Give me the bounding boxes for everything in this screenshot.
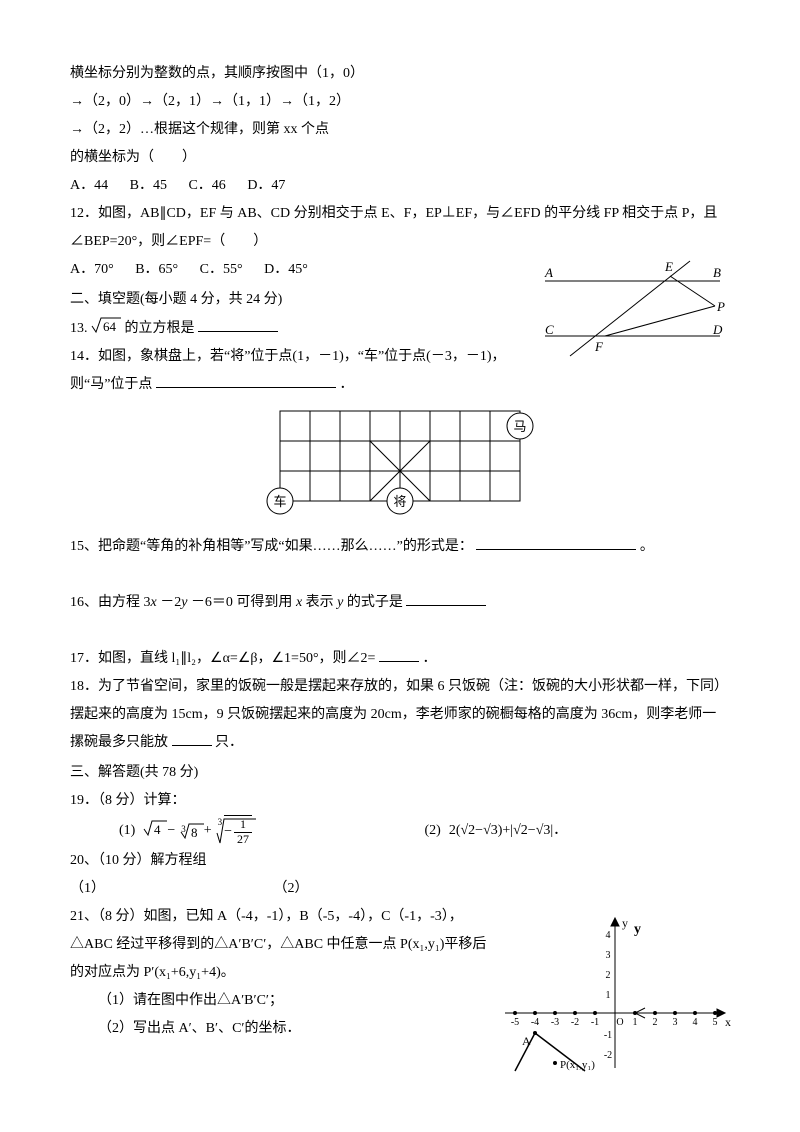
svg-text:-4: -4 xyxy=(531,1017,539,1028)
fig21-P: P(x₁,y₁) xyxy=(560,1059,595,1071)
svg-text:4: 4 xyxy=(154,822,161,837)
fig12-C: C xyxy=(545,322,554,337)
cbrt-neg-frac-icon: 3 − 127 xyxy=(212,815,252,847)
q17-blank[interactable] xyxy=(379,647,419,662)
q13-tail: 的立方根是 xyxy=(125,321,195,336)
q11-line2: →（2，0）→（2，1）→（1，1）→（1，2） xyxy=(70,88,730,116)
svg-text:8: 8 xyxy=(191,825,198,840)
q19-sub2: (2) 2(√2−√3)+|√2−√3|． xyxy=(425,815,731,847)
q14-period: ． xyxy=(339,377,353,392)
q15-period: 。 xyxy=(640,539,654,554)
q13-num: 13. xyxy=(70,321,88,336)
q15: 15、把命题“等角的补角相等”写成“如果……那么……”的形式是： 。 xyxy=(70,533,730,561)
q20-subs: （1） （2） xyxy=(70,875,730,903)
q18-tail: 只． xyxy=(215,735,243,750)
q14-blank[interactable] xyxy=(156,373,336,388)
q13-blank[interactable] xyxy=(198,317,278,332)
fig12-A: A xyxy=(544,265,553,280)
q19-head: 19．（8 分）计算： xyxy=(70,787,730,815)
q12-opt-a: A．70° xyxy=(70,262,114,277)
svg-text:-2: -2 xyxy=(571,1017,579,1028)
q20-sub1: （1） xyxy=(70,875,270,903)
q16-e: 的式子是 xyxy=(347,595,403,610)
q18-blank[interactable] xyxy=(172,731,212,746)
svg-text:5: 5 xyxy=(713,1017,718,1028)
svg-text:64: 64 xyxy=(103,319,117,334)
q12-text: 12．如图，AB∥CD，EF 与 AB、CD 分别相交于点 E、F，EP⊥EF，… xyxy=(70,200,730,256)
svg-text:-1: -1 xyxy=(591,1017,599,1028)
q11-opt-c: C．46 xyxy=(188,178,225,193)
sqrt4-icon: 4 xyxy=(143,819,167,848)
svg-text:-5: -5 xyxy=(511,1017,519,1028)
q18-text: 18．为了节省空间，家里的饭碗一般是摆起来存放的，如果 6 只饭碗（注：饭碗的大… xyxy=(70,679,728,750)
fig21-y: y xyxy=(622,916,628,930)
minus1: − xyxy=(167,817,175,845)
q16-d: 表示 xyxy=(306,595,338,610)
q16-a: 16、由方程 3 xyxy=(70,595,151,610)
fig12-E: E xyxy=(664,259,673,274)
svg-text:1: 1 xyxy=(606,990,611,1001)
q19-sub1: (1) 4 − 3 8 + 3 − 127 xyxy=(70,815,425,847)
q21-figure: -5 -4 -3 -2 -1 1 2 3 4 5 1 2 3 4 -1 -2 O… xyxy=(500,913,730,1084)
q11-opt-b: B．45 xyxy=(130,178,167,193)
svg-text:1: 1 xyxy=(633,1017,638,1028)
q12-opt-c: C．55° xyxy=(200,262,243,277)
q19-subrow: (1) 4 − 3 8 + 3 − 127 (2) 2(√2−√3)+|√2−√… xyxy=(70,815,730,847)
q20-head: 20、（10 分）解方程组 xyxy=(70,847,730,875)
q16-x1: x xyxy=(151,595,157,610)
q20-sub2: （2） xyxy=(274,881,309,896)
q16: 16、由方程 3x －2y －6＝0 可得到用 x 表示 y 的式子是 xyxy=(70,589,730,617)
section-3-header: 三、解答题(共 78 分) xyxy=(70,759,730,787)
svg-text:2: 2 xyxy=(653,1017,658,1028)
q19-2-expr: 2(√2−√3)+|√2−√3|． xyxy=(449,817,567,845)
q16-b: －2 xyxy=(160,595,181,610)
piece-jiang: 将 xyxy=(393,494,406,509)
q11-line4: 的横坐标为（ ） xyxy=(70,144,730,172)
q17-text: 17．如图，直线 l₁∥l₂，∠α=∠β，∠1=50°，则∠2= xyxy=(70,651,375,666)
q19-2-label: (2) xyxy=(425,817,441,845)
svg-text:-2: -2 xyxy=(604,1050,612,1061)
cbrt8-icon: 3 8 xyxy=(175,822,204,840)
q16-blank[interactable] xyxy=(406,591,486,606)
piece-che: 车 xyxy=(273,494,286,509)
q16-y1: y xyxy=(181,595,187,610)
svg-text:-1: -1 xyxy=(604,1030,612,1041)
q18: 18．为了节省空间，家里的饭碗一般是摆起来存放的，如果 6 只饭碗（注：饭碗的大… xyxy=(70,673,730,757)
svg-text:3: 3 xyxy=(606,950,611,961)
q12-opt-b: B．65° xyxy=(135,262,178,277)
q11-opt-a: A．44 xyxy=(70,178,108,193)
q11-line3: →（2，2）…根据这个规律，则第 xx 个点 xyxy=(70,116,730,144)
q16-y2: y xyxy=(337,595,343,610)
svg-text:4: 4 xyxy=(606,930,611,941)
q11-options: A．44 B．45 C．46 D．47 xyxy=(70,172,730,200)
sqrt64-icon: 64 xyxy=(91,316,121,345)
svg-text:4: 4 xyxy=(693,1017,698,1028)
plus1: + xyxy=(204,817,212,845)
q19-1-label: (1) xyxy=(119,817,135,845)
svg-text:3: 3 xyxy=(673,1017,678,1028)
q12-opt-d: D．45° xyxy=(264,262,308,277)
q16-c: －6＝0 可得到用 xyxy=(191,595,296,610)
q14-figure: 车 将 马 xyxy=(70,403,730,529)
q15-text: 15、把命题“等角的补角相等”写成“如果……那么……”的形式是： xyxy=(70,539,473,554)
piece-ma: 马 xyxy=(513,419,526,434)
fig12-P: P xyxy=(716,299,725,314)
fig21-x: x xyxy=(725,1015,731,1029)
q16-x2: x xyxy=(296,595,302,610)
fig21-A: A xyxy=(522,1034,531,1048)
q11-opt-d: D．47 xyxy=(247,178,285,193)
q15-blank[interactable] xyxy=(476,535,636,550)
q17-period: ． xyxy=(422,651,436,666)
fig21-y2: y xyxy=(634,922,641,937)
svg-text:O: O xyxy=(616,1017,623,1028)
fig12-B: B xyxy=(713,265,721,280)
q12-figure: A B C D E F P xyxy=(535,256,730,377)
q17: 17．如图，直线 l₁∥l₂，∠α=∠β，∠1=50°，则∠2= ． xyxy=(70,645,730,673)
fig12-F: F xyxy=(594,339,604,354)
fig12-D: D xyxy=(712,322,723,337)
q11-line1: 横坐标分别为整数的点，其顺序按图中（1，0） xyxy=(70,60,730,88)
svg-text:2: 2 xyxy=(606,970,611,981)
svg-text:-3: -3 xyxy=(551,1017,559,1028)
